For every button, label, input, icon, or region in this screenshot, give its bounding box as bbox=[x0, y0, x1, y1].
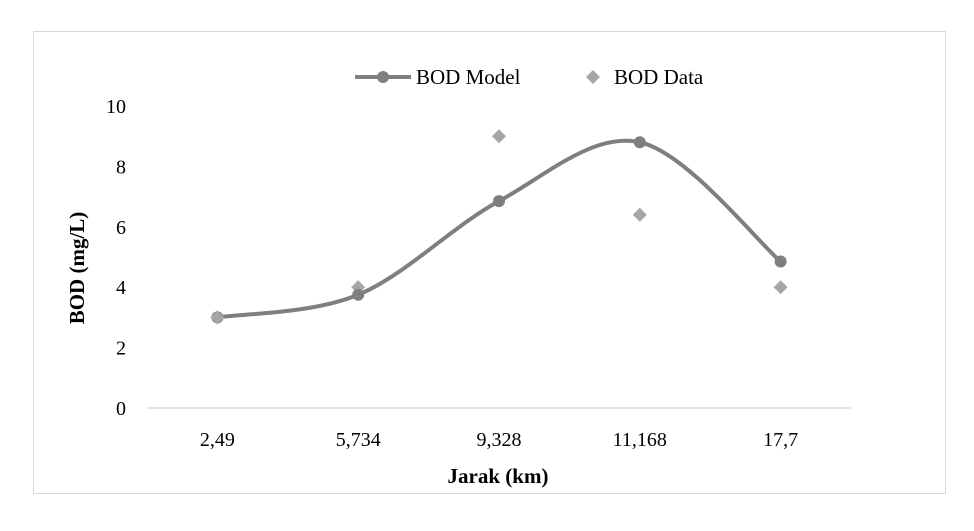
y-axis-title: BOD (mg/L) bbox=[65, 212, 89, 325]
x-tick-label: 5,734 bbox=[336, 429, 381, 451]
legend: BOD Model BOD Data bbox=[355, 65, 704, 89]
plot-area bbox=[210, 129, 788, 325]
x-tick-label: 9,328 bbox=[477, 429, 522, 451]
data-point-bod-model bbox=[633, 136, 646, 149]
data-point-bod-model bbox=[774, 255, 787, 268]
x-tick-label: 2,49 bbox=[200, 429, 235, 451]
x-tick-label: 11,168 bbox=[613, 429, 667, 451]
data-point-bod-data bbox=[492, 129, 506, 144]
y-axis-ticks: 0 2 4 6 8 10 bbox=[106, 96, 126, 420]
x-tick-label: 17,7 bbox=[763, 429, 798, 451]
series-line-bod-model bbox=[215, 138, 783, 320]
x-axis-title: Jarak (km) bbox=[448, 464, 549, 488]
y-tick-label: 2 bbox=[116, 338, 126, 360]
legend-model-marker bbox=[377, 71, 389, 83]
legend-data-label: BOD Data bbox=[614, 65, 704, 89]
chart-frame bbox=[33, 31, 946, 494]
data-point-bod-data bbox=[632, 207, 647, 222]
legend-data-marker bbox=[586, 70, 600, 84]
data-point-bod-model bbox=[493, 195, 505, 208]
y-tick-label: 10 bbox=[106, 96, 126, 118]
y-tick-label: 6 bbox=[116, 217, 126, 239]
data-point-bod-data bbox=[773, 280, 788, 295]
legend-model-label: BOD Model bbox=[416, 65, 521, 89]
data-point-bod-model bbox=[352, 288, 365, 301]
y-tick-label: 4 bbox=[116, 277, 126, 299]
y-tick-label: 8 bbox=[116, 156, 126, 178]
x-axis-ticks: 2,49 5,734 9,328 11,168 17,7 bbox=[200, 429, 798, 451]
y-tick-label: 0 bbox=[116, 398, 126, 420]
data-point-bod-data-overlay bbox=[210, 310, 225, 325]
